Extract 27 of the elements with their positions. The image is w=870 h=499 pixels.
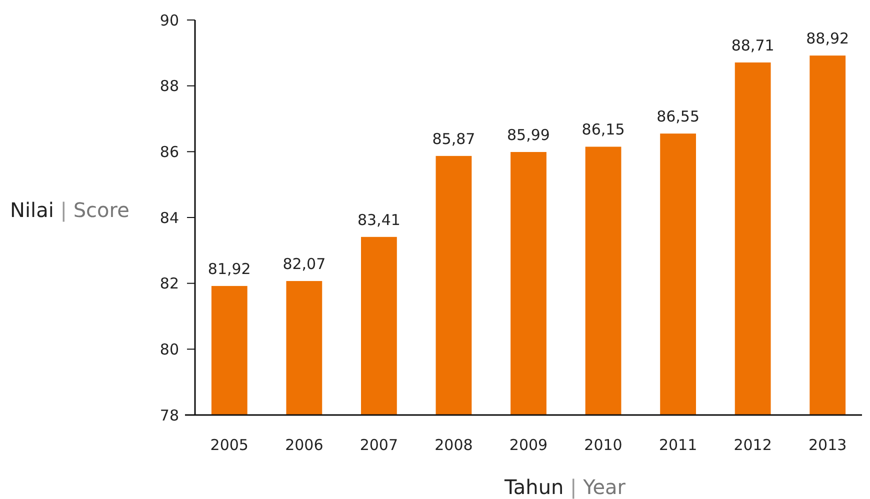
x-tick-label: 2008 — [434, 436, 473, 454]
data-label: 82,07 — [282, 255, 326, 274]
x-tick-label: 2013 — [808, 436, 847, 454]
x-tick-label: 2011 — [658, 436, 698, 454]
y-tick-label: 78 — [160, 406, 179, 424]
data-label: 85,99 — [507, 126, 550, 144]
data-label: 88,71 — [731, 36, 774, 54]
y-tick-label: 84 — [160, 208, 179, 227]
y-tick-label: 90 — [160, 11, 179, 30]
y-tick-label: 80 — [160, 340, 179, 358]
data-label: 83,41 — [357, 210, 400, 229]
y-tick-label: 86 — [160, 142, 179, 161]
x-tick-label: 2010 — [584, 436, 622, 454]
y-axis-title: Nilai | Score — [10, 198, 130, 222]
x-tick-label: 2006 — [285, 436, 324, 454]
x-tick-label: 2012 — [734, 436, 772, 454]
x-tick-label: 2005 — [210, 436, 248, 454]
data-label: 88,92 — [806, 30, 850, 48]
y-tick-label: 88 — [160, 77, 179, 96]
x-tick-label: 2009 — [509, 436, 548, 454]
y-tick-label: 82 — [160, 274, 179, 293]
x-axis-title: Tahun | Year — [504, 475, 626, 499]
data-label: 86,55 — [656, 108, 700, 126]
data-label: 86,15 — [582, 120, 625, 139]
data-label: 81,92 — [208, 260, 251, 278]
data-label: 85,87 — [432, 130, 476, 148]
x-tick-label: 2007 — [360, 436, 398, 454]
